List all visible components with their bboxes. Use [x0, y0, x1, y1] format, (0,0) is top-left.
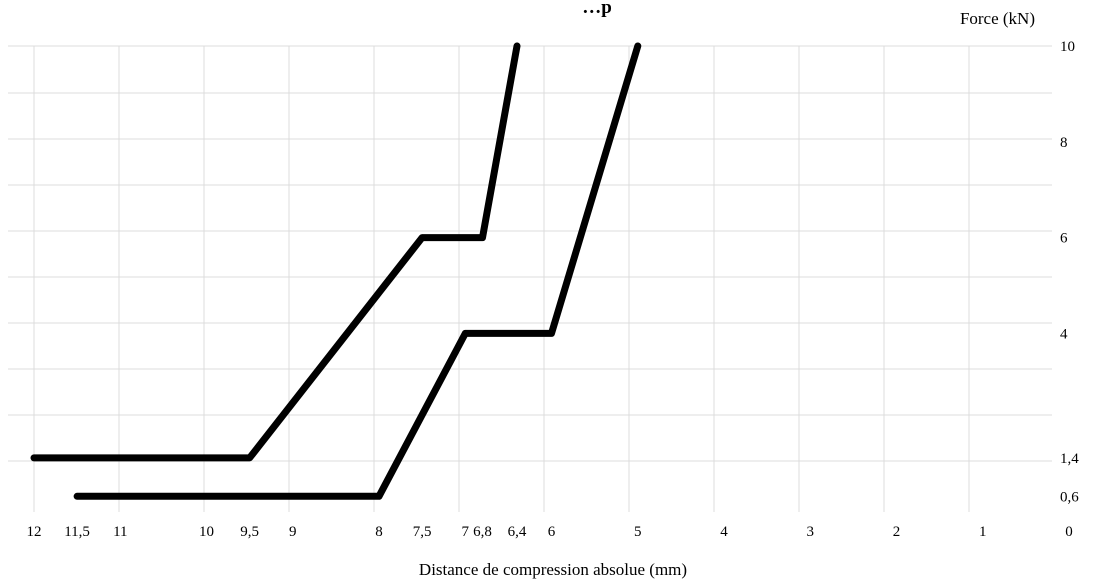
y-tick-label: 6	[1060, 231, 1068, 247]
x-tick-label: 6,8	[473, 524, 492, 540]
x-tick-label: 6,4	[508, 524, 527, 540]
x-tick-label: 10	[199, 524, 214, 540]
x-axis-title: Distance de compression absolue (mm)	[419, 560, 687, 579]
x-tick-labels: 12 11,5 11 10 9,5 9 8 7,5 7 6,8 6,4 6 5 4 3 2 1 0	[27, 524, 1073, 540]
y-tick-label: 8	[1060, 135, 1068, 151]
y-tick-labels: 10 8 6 4 1,4 0,6	[1060, 39, 1079, 505]
x-tick-label: 7,5	[413, 524, 432, 540]
x-tick-label: 4	[720, 524, 728, 540]
x-tick-label: 8	[375, 524, 383, 540]
series-lines	[30, 42, 642, 500]
y-axis-title: Force (kN)	[960, 9, 1035, 28]
y-tick-label: 4	[1060, 326, 1068, 342]
series-line-1	[30, 42, 521, 462]
y-tick-label: 0,6	[1060, 489, 1079, 505]
y-tick-label: 1,4	[1060, 451, 1079, 467]
x-tick-label: 2	[893, 524, 901, 540]
x-tick-label: 3	[807, 524, 815, 540]
x-tick-label: 9	[289, 524, 297, 540]
y-tick-label: 10	[1060, 39, 1075, 55]
x-tick-label: 12	[27, 524, 42, 540]
x-tick-label: 5	[634, 524, 642, 540]
x-tick-label: 6	[548, 524, 556, 540]
x-tick-label: 7	[462, 524, 470, 540]
x-tick-label: 0	[1065, 524, 1073, 540]
series-line-2	[73, 42, 642, 500]
x-tick-label: 11	[113, 524, 127, 540]
x-tick-label: 9,5	[240, 524, 259, 540]
x-tick-label: 11,5	[64, 524, 90, 540]
grid	[8, 45, 1052, 512]
x-tick-label: 1	[979, 524, 987, 540]
chart-title: …p	[582, 0, 612, 18]
